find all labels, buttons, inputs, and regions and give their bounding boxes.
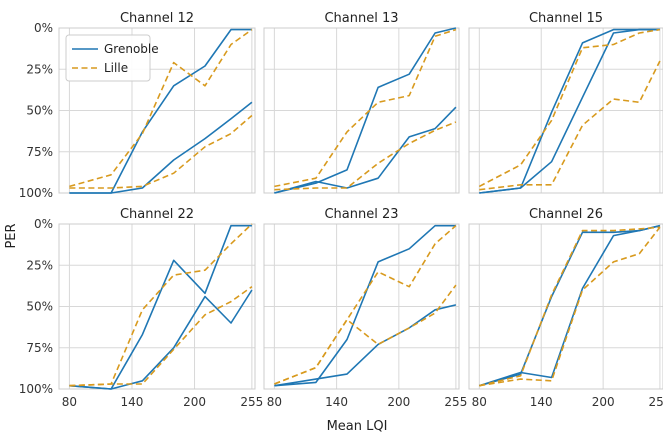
x-tick-label: 140 bbox=[530, 395, 553, 409]
series-line-grenoble bbox=[69, 28, 252, 194]
panel-1: Channel 12 0% 25% 50% 75% 100% Grenoble Lille bbox=[19, 11, 256, 200]
series-line-grenoble bbox=[479, 28, 660, 194]
series-line-grenoble bbox=[69, 101, 253, 194]
series-line-lille bbox=[69, 28, 253, 188]
y-tick-label: 100% bbox=[19, 186, 53, 200]
series-line-lille bbox=[274, 121, 457, 191]
series-line-grenoble bbox=[479, 224, 661, 387]
panel-frame bbox=[58, 223, 256, 390]
legend-label-lille: Lille bbox=[104, 61, 128, 75]
panel-title: Channel 12 bbox=[120, 11, 194, 26]
panel-title: Channel 22 bbox=[120, 207, 194, 222]
panel-6: Channel 26 80 140 200 255 bbox=[468, 207, 663, 409]
legend: Grenoble Lille bbox=[65, 34, 159, 82]
panel-frame bbox=[58, 27, 256, 194]
series-line-lille bbox=[479, 226, 660, 387]
x-tick-label: 200 bbox=[592, 395, 615, 409]
series-line-grenoble bbox=[479, 224, 661, 387]
x-tick-label: 80 bbox=[472, 395, 487, 409]
panel-3: Channel 15 bbox=[468, 11, 663, 194]
panel-title: Channel 15 bbox=[529, 11, 603, 26]
y-tick-label: 75% bbox=[26, 341, 53, 355]
x-tick-label: 80 bbox=[267, 395, 282, 409]
x-tick-label: 80 bbox=[62, 395, 77, 409]
y-tick-label: 0% bbox=[34, 21, 53, 35]
panel-4: Channel 22 0% 25% 50% 75% 100% 80 140 200 255 bbox=[19, 207, 264, 409]
series-line-lille bbox=[479, 226, 661, 387]
legend-label-grenoble: Grenoble bbox=[104, 42, 159, 56]
x-tick-label: 255 bbox=[444, 395, 467, 409]
panel-2: Channel 13 bbox=[263, 11, 460, 194]
y-tick-label: 50% bbox=[26, 104, 53, 118]
panel-frame bbox=[263, 27, 460, 194]
series-line-grenoble bbox=[274, 106, 457, 194]
y-axis-label: PER bbox=[4, 223, 19, 248]
series-line-grenoble bbox=[274, 224, 456, 387]
legend-box bbox=[65, 34, 151, 82]
panel-5: Channel 23 80 140 200 255 bbox=[263, 207, 467, 409]
y-tick-label: 25% bbox=[26, 258, 53, 272]
series-line-grenoble bbox=[274, 304, 457, 387]
series-line-lille bbox=[274, 225, 457, 385]
series-line-lille bbox=[274, 284, 457, 385]
x-tick-label: 255 bbox=[648, 395, 663, 409]
panel-title: Channel 26 bbox=[529, 207, 603, 222]
series-line-grenoble bbox=[479, 28, 660, 194]
series-line-grenoble bbox=[69, 224, 252, 390]
series-line-lille bbox=[69, 223, 253, 387]
panel-title: Channel 23 bbox=[324, 207, 398, 222]
panel-title: Channel 13 bbox=[324, 11, 398, 26]
series-line-lille bbox=[69, 114, 253, 189]
y-tick-label: 75% bbox=[26, 145, 53, 159]
x-tick-label: 255 bbox=[240, 395, 263, 409]
x-tick-label: 140 bbox=[121, 395, 144, 409]
x-tick-label: 200 bbox=[183, 395, 206, 409]
y-tick-label: 25% bbox=[26, 62, 53, 76]
panel-frame bbox=[468, 223, 663, 390]
series-line-lille bbox=[274, 28, 457, 188]
panel-frame bbox=[263, 223, 460, 390]
x-axis-label: Mean LQI bbox=[327, 419, 388, 434]
y-tick-label: 0% bbox=[34, 217, 53, 231]
y-tick-label: 50% bbox=[26, 300, 53, 314]
series-line-lille bbox=[69, 286, 253, 387]
y-tick-label: 100% bbox=[19, 382, 53, 396]
x-tick-label: 200 bbox=[387, 395, 410, 409]
panel-frame bbox=[468, 27, 663, 194]
series-line-grenoble bbox=[69, 289, 253, 390]
series-line-lille bbox=[478, 28, 661, 188]
x-tick-label: 140 bbox=[325, 395, 348, 409]
series-line-lille bbox=[479, 60, 661, 191]
series-line-grenoble bbox=[274, 27, 457, 194]
